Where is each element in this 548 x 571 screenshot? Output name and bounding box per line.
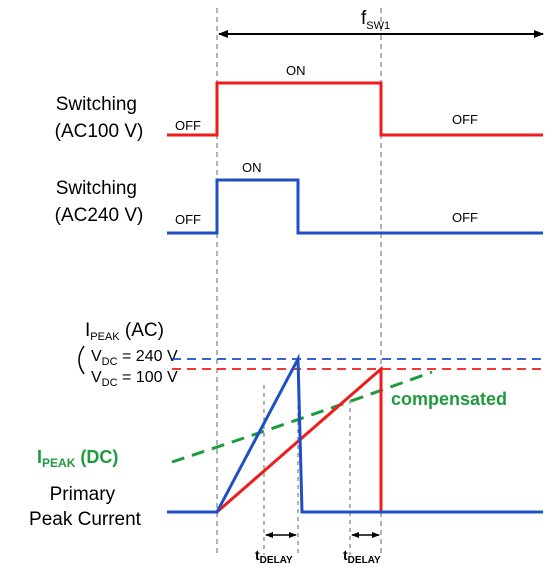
ac100-off-right-label: OFF (452, 112, 478, 127)
ac100-switching-waveform (167, 81, 543, 137)
primary-peak-current-label: Primary Peak Current (29, 484, 142, 530)
ac100-label: Switching (AC100 V) (55, 94, 144, 142)
tdelay-240-label: tDELAY (255, 547, 293, 566)
ipeak-dc-label: IPEAK (DC) (37, 447, 118, 470)
vdc-bracket (78, 345, 85, 375)
ipeak-ac-label: IPEAK (AC) (85, 320, 164, 343)
ac240-primary-current-waveform (167, 353, 543, 514)
ac100-primary-current-waveform (216, 365, 383, 514)
compensated-label: compensated (391, 389, 507, 409)
ac240-label: Switching (AC240 V) (55, 178, 144, 226)
tdelay-100-label: tDELAY (343, 547, 381, 566)
vdc-100-label: VDC = 100 V (91, 369, 178, 389)
ac100-off-left-label: OFF (175, 118, 201, 133)
ac240-on-label: ON (242, 160, 262, 175)
ac240-off-left-label: OFF (175, 212, 201, 227)
ipeak-dc-compensated-curve (171, 370, 433, 464)
ac240-switching-waveform (167, 178, 543, 235)
ac240-off-right-label: OFF (452, 210, 478, 225)
vdc-240-label: VDC = 240 V (91, 348, 178, 368)
ac100-on-label: ON (286, 63, 306, 78)
fsw1-label: fSW1 (361, 8, 390, 32)
